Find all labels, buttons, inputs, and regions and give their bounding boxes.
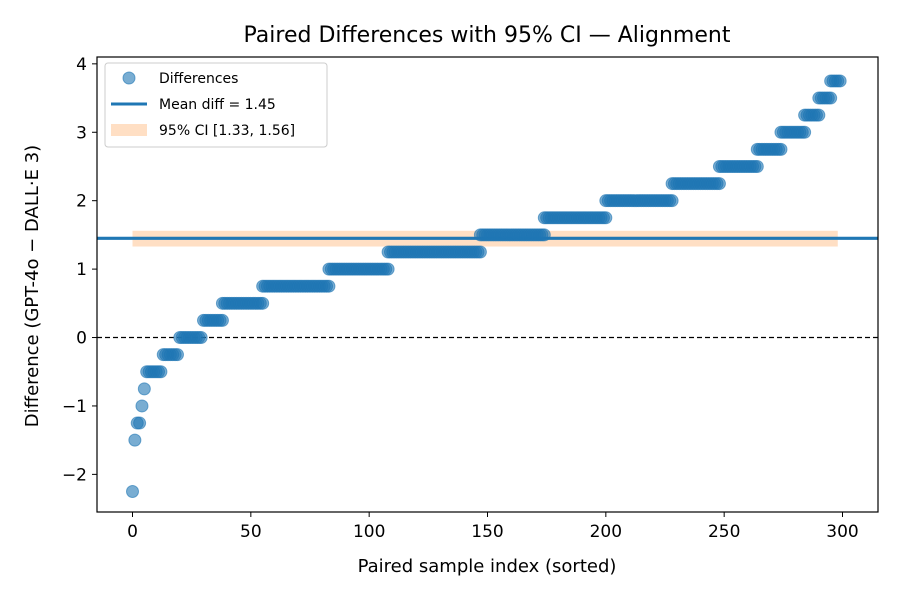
data-point [154, 365, 168, 379]
data-point [473, 245, 487, 259]
data-point [798, 125, 812, 139]
data-point [381, 262, 395, 276]
x-tick-label: 200 [590, 522, 622, 542]
data-point [774, 142, 788, 156]
legend-marker-differences [122, 71, 136, 85]
x-tick-label: 100 [353, 522, 385, 542]
data-point [215, 313, 229, 327]
y-tick-label: 0 [76, 329, 87, 349]
x-tick-label: 50 [240, 522, 262, 542]
data-point [712, 177, 726, 191]
y-tick-label: 4 [76, 55, 87, 75]
data-points [126, 74, 847, 498]
plot-area [97, 74, 878, 498]
data-point [824, 91, 838, 105]
data-point [833, 74, 847, 88]
x-axis-label: Paired sample index (sorted) [358, 556, 617, 577]
data-point [194, 331, 208, 345]
data-point [599, 211, 613, 225]
chart-title: Paired Differences with 95% CI — Alignme… [244, 23, 731, 48]
y-tick-label: −2 [62, 465, 87, 485]
data-point [170, 348, 184, 362]
x-axis-ticks: 0 50 100 150 200 250 300 [127, 512, 859, 542]
y-axis-ticks: −2 −1 0 1 2 3 4 [62, 55, 97, 485]
data-point [126, 484, 139, 498]
data-point [812, 108, 826, 122]
data-point [537, 228, 551, 242]
x-tick-label: 0 [127, 522, 138, 542]
x-tick-label: 150 [471, 522, 503, 542]
y-axis-label: Difference (GPT-4o − DALL·E 3) [22, 145, 43, 427]
legend-label-mean: Mean diff = 1.45 [159, 97, 276, 113]
x-tick-label: 250 [708, 522, 740, 542]
data-point [256, 296, 270, 310]
y-tick-label: −1 [62, 397, 87, 417]
y-tick-label: 2 [76, 192, 87, 212]
legend-label-differences: Differences [159, 71, 238, 87]
data-point [137, 382, 151, 396]
data-point [750, 159, 764, 173]
data-point [128, 433, 142, 447]
legend: Differences Mean diff = 1.45 95% CI [1.3… [104, 62, 328, 148]
legend-box [104, 62, 328, 148]
y-tick-label: 3 [76, 123, 87, 143]
x-tick-label: 300 [826, 522, 858, 542]
data-point [133, 416, 147, 430]
legend-swatch-ci [111, 124, 147, 136]
data-point [135, 399, 149, 413]
data-point [665, 194, 679, 208]
y-tick-label: 1 [76, 260, 87, 280]
data-point [322, 279, 336, 293]
legend-label-ci: 95% CI [1.33, 1.56] [159, 123, 295, 139]
